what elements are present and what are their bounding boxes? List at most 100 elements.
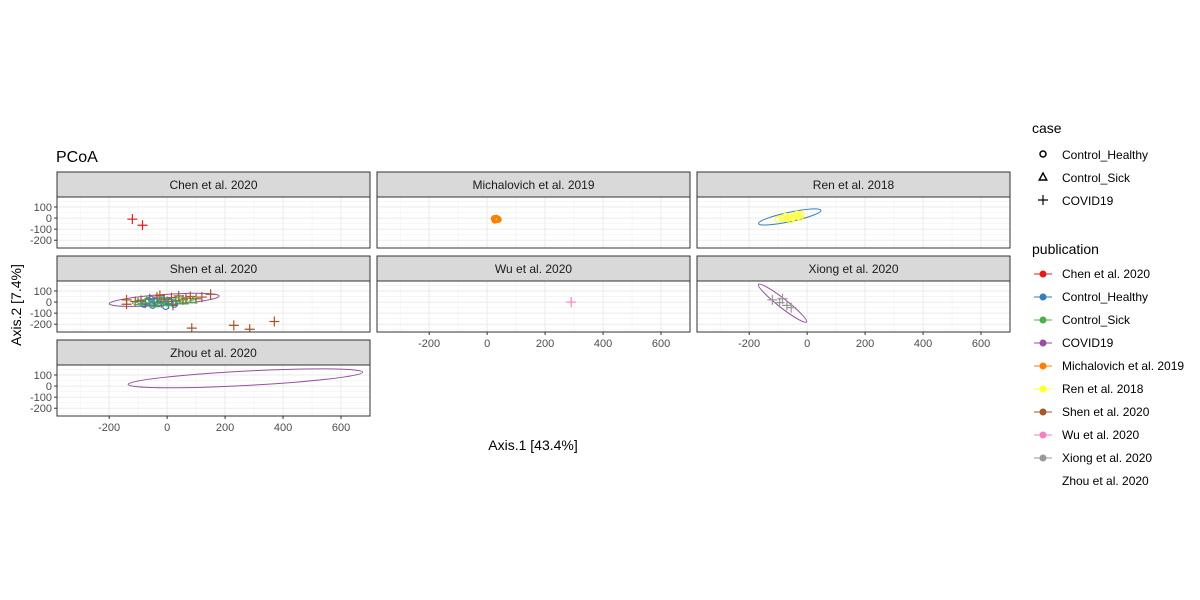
legend-case-item-control-sick: Control_Sick xyxy=(1038,171,1131,185)
panel-border xyxy=(376,280,691,333)
facet-strip-label: Zhou et al. 2020 xyxy=(170,346,257,360)
data-point-circle-33 xyxy=(162,302,170,311)
legend-publication-item-ren-et-al-2018: Ren et al. 2018 xyxy=(1034,382,1144,396)
x-tick-label: 0 xyxy=(484,338,490,350)
panel-grid xyxy=(377,281,690,332)
data-point-plus-18 xyxy=(196,292,207,303)
data-point-plus-0 xyxy=(127,214,138,225)
legend-publication-title: publication xyxy=(1032,241,1099,257)
legend-publication-label: COVID19 xyxy=(1062,336,1114,350)
legend-publication-label: Control_Sick xyxy=(1062,313,1131,327)
legend-publication-item-michalovich-et-al-2019: Michalovich et al. 2019 xyxy=(1034,359,1184,373)
y-tick-label: -100 xyxy=(30,308,52,320)
data-point-plus-0 xyxy=(566,297,577,308)
legend-key-circle xyxy=(1039,150,1047,158)
facet-panels: Chen et al. 2020 Michalovich et al. 2019 R… xyxy=(56,171,1011,417)
facet-strip-label: Ren et al. 2018 xyxy=(813,178,895,192)
data-point-circle-10 xyxy=(793,210,801,218)
legend-case: case Control_Healthy Control_Sick COVID19 xyxy=(1032,120,1148,208)
panel-data xyxy=(566,297,577,308)
panel-grid xyxy=(57,197,370,248)
data-point-circle-9 xyxy=(787,216,795,224)
y-tick-label: -100 xyxy=(30,224,52,236)
panel-data xyxy=(108,289,280,332)
data-point-circle-5 xyxy=(494,215,502,223)
panel-grid xyxy=(377,197,690,248)
legend-key-dot xyxy=(1039,454,1047,462)
panel-border xyxy=(56,364,371,417)
legend-key-dot xyxy=(1039,408,1047,416)
legend-publication-label: Ren et al. 2018 xyxy=(1062,382,1144,396)
legend-case-item-covid19: COVID19 xyxy=(1038,194,1114,208)
facet-strip-label: Shen et al. 2020 xyxy=(170,262,258,276)
facet-xiong-et-al-2020: Xiong et al. 2020 xyxy=(696,255,1011,333)
panel-border xyxy=(376,196,691,249)
x-tick-label: -200 xyxy=(98,422,120,434)
facet-strip-label: Michalovich et al. 2019 xyxy=(472,178,594,192)
data-point-plus-24 xyxy=(228,320,239,331)
facet-zhou-et-al-2020: Zhou et al. 2020 xyxy=(56,339,371,417)
legend-publication-label: Zhou et al. 2020 xyxy=(1062,474,1149,488)
legend-publication-label: Michalovich et al. 2019 xyxy=(1062,359,1184,373)
x-axis-col-1: -200 0 200 400 600 xyxy=(418,332,670,350)
legend-publication: publication Chen et al. 2020 Control_Healt… xyxy=(1032,241,1184,488)
facet-michalovich-et-al-2019: Michalovich et al. 2019 xyxy=(376,171,691,249)
panel-data xyxy=(490,214,502,224)
facet-strip-label: Chen et al. 2020 xyxy=(169,178,257,192)
x-tick-label: -200 xyxy=(418,338,440,350)
facet-strip-label: Wu et al. 2020 xyxy=(495,262,572,276)
legend-publication-item-wu-et-al-2020: Wu et al. 2020 xyxy=(1034,428,1139,442)
legend-publication-label: Control_Healthy xyxy=(1062,290,1148,304)
panel-data xyxy=(757,283,808,323)
legend-key-dot xyxy=(1039,270,1047,278)
panel-grid xyxy=(697,281,1010,332)
x-tick-label: 200 xyxy=(216,422,234,434)
y-tick-label: -200 xyxy=(30,319,52,331)
confidence-ellipse-0 xyxy=(127,368,364,389)
panel-data xyxy=(127,214,148,231)
x-axis-label: Axis.1 [43.4%] xyxy=(488,437,578,453)
legend-key-triangle xyxy=(1038,171,1048,181)
x-tick-label: 600 xyxy=(332,422,350,434)
x-tick-label: 200 xyxy=(536,338,554,350)
legend-publication-item-control-sick: Control_Sick xyxy=(1034,313,1131,327)
y-tick-label: 100 xyxy=(34,286,52,298)
y-tick-label: -200 xyxy=(30,403,52,415)
legend-case-label: Control_Sick xyxy=(1062,171,1131,185)
x-tick-label: -200 xyxy=(738,338,760,350)
legend-case-title: case xyxy=(1032,120,1062,136)
x-tick-label: 600 xyxy=(972,338,990,350)
legend-case-item-control-healthy: Control_Healthy xyxy=(1039,148,1148,162)
data-point-triangle-44 xyxy=(188,295,198,304)
legend-publication-item-chen-et-al-2020: Chen et al. 2020 xyxy=(1034,267,1150,281)
legend-publication-item-xiong-et-al-2020: Xiong et al. 2020 xyxy=(1034,451,1152,465)
y-tick-label: 0 xyxy=(46,213,52,225)
legend-publication-item-control-healthy: Control_Healthy xyxy=(1034,290,1148,304)
legend-key-dot xyxy=(1039,362,1047,370)
data-point-triangle-41 xyxy=(162,298,172,307)
data-point-circle-0 xyxy=(774,215,782,223)
panel-grid xyxy=(57,281,370,332)
data-point-circle-6 xyxy=(491,216,499,224)
data-point-triangle-39 xyxy=(149,299,159,308)
legend-key-dot xyxy=(1039,431,1047,439)
y-tick-label: -200 xyxy=(30,235,52,247)
panel-border xyxy=(696,196,1011,249)
x-tick-label: 0 xyxy=(804,338,810,350)
legend-key-dot xyxy=(1039,316,1047,324)
facet-strip xyxy=(696,255,1011,282)
x-tick-label: 400 xyxy=(914,338,932,350)
panel-border xyxy=(696,280,1011,333)
facet-strip xyxy=(376,171,691,198)
legend-key-plus xyxy=(1038,195,1048,205)
x-tick-label: 0 xyxy=(164,422,170,434)
legend-key-dot xyxy=(1039,385,1047,393)
y-tick-label: 100 xyxy=(34,370,52,382)
data-point-plus-25 xyxy=(244,324,255,332)
y-tick-label: 0 xyxy=(46,381,52,393)
legend-key-dot xyxy=(1039,339,1047,347)
